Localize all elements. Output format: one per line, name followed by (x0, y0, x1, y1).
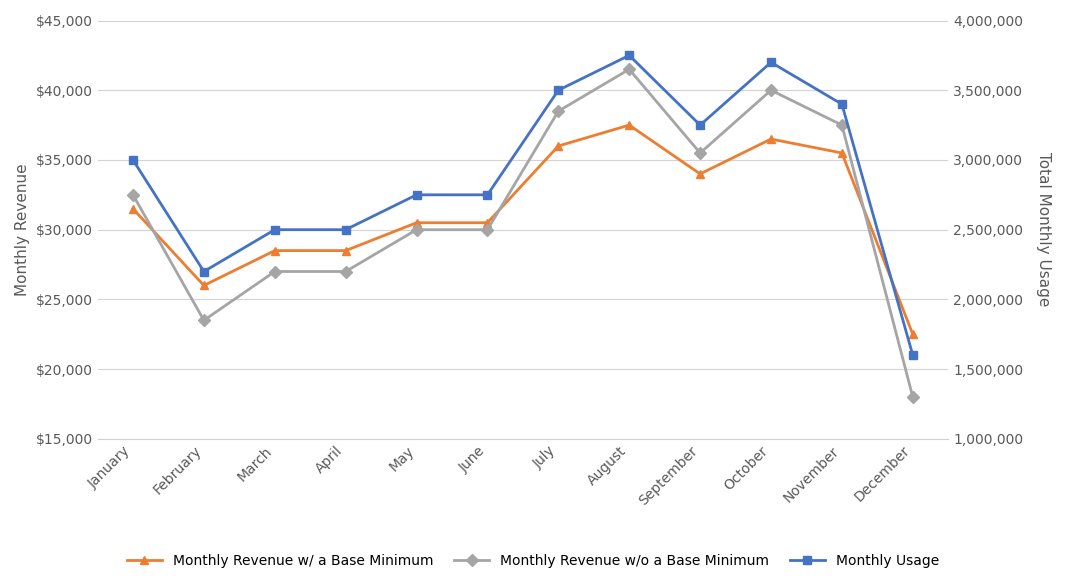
Monthly Usage (197, 268, 210, 275)
Monthly Usage (269, 226, 281, 233)
Monthly Usage (764, 59, 777, 66)
Monthly Usage (623, 52, 635, 59)
Monthly Usage (127, 156, 140, 163)
Monthly Revenue w/o a Base Minimum (694, 149, 707, 156)
Monthly Revenue w/ a Base Minimum (906, 331, 919, 338)
Monthly Revenue w/ a Base Minimum (410, 219, 423, 226)
Monthly Usage (481, 191, 494, 198)
Monthly Revenue w/ a Base Minimum (764, 135, 777, 142)
Monthly Revenue w/ a Base Minimum (339, 247, 352, 254)
Monthly Revenue w/ a Base Minimum (269, 247, 281, 254)
Monthly Revenue w/o a Base Minimum (410, 226, 423, 233)
Monthly Revenue w/o a Base Minimum (764, 87, 777, 94)
Monthly Revenue w/ a Base Minimum (623, 121, 635, 128)
Legend: Monthly Revenue w/ a Base Minimum, Monthly Revenue w/o a Base Minimum, Monthly U: Monthly Revenue w/ a Base Minimum, Month… (122, 549, 944, 574)
Y-axis label: Monthly Revenue: Monthly Revenue (15, 163, 30, 296)
Monthly Revenue w/ a Base Minimum (836, 149, 849, 156)
Line: Monthly Revenue w/o a Base Minimum: Monthly Revenue w/o a Base Minimum (129, 65, 917, 401)
Y-axis label: Total Monthly Usage: Total Monthly Usage (1036, 152, 1051, 307)
Monthly Usage (694, 121, 707, 128)
Monthly Revenue w/ a Base Minimum (552, 142, 565, 149)
Monthly Revenue w/ a Base Minimum (127, 205, 140, 212)
Line: Monthly Usage: Monthly Usage (129, 51, 917, 360)
Monthly Revenue w/o a Base Minimum (481, 226, 494, 233)
Monthly Usage (339, 226, 352, 233)
Monthly Usage (552, 87, 565, 94)
Monthly Revenue w/ a Base Minimum (481, 219, 494, 226)
Monthly Revenue w/o a Base Minimum (269, 268, 281, 275)
Monthly Usage (410, 191, 423, 198)
Monthly Revenue w/o a Base Minimum (339, 268, 352, 275)
Monthly Revenue w/o a Base Minimum (623, 66, 635, 73)
Monthly Revenue w/o a Base Minimum (836, 121, 849, 128)
Monthly Revenue w/o a Base Minimum (906, 393, 919, 400)
Monthly Revenue w/ a Base Minimum (694, 170, 707, 177)
Monthly Revenue w/o a Base Minimum (197, 317, 210, 324)
Monthly Usage (906, 352, 919, 358)
Monthly Revenue w/o a Base Minimum (127, 191, 140, 198)
Monthly Revenue w/ a Base Minimum (197, 282, 210, 289)
Line: Monthly Revenue w/ a Base Minimum: Monthly Revenue w/ a Base Minimum (129, 121, 917, 339)
Monthly Revenue w/o a Base Minimum (552, 107, 565, 114)
Monthly Usage (836, 101, 849, 107)
